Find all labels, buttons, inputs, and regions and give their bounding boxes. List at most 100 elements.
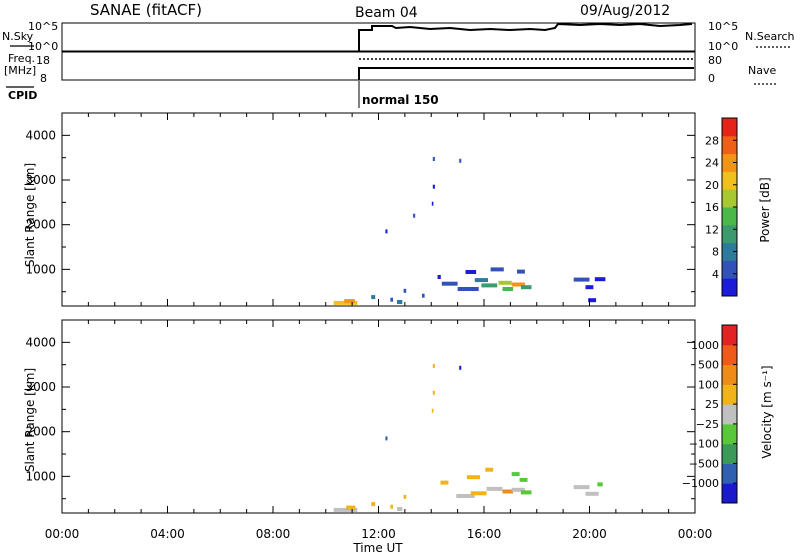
colorbar-swatch [722, 483, 737, 504]
scatter-cell [456, 494, 475, 498]
freq-tick-top: 18 [36, 54, 50, 67]
scatter-cell [371, 295, 376, 300]
colorbar-tick-label: −25 [696, 418, 719, 431]
scatter-cell [594, 277, 606, 282]
scatter-cell [431, 201, 434, 206]
scatter-cell [520, 285, 532, 290]
freq-unit: [MHz] [4, 64, 36, 77]
velocity-colorbar: 1000 500 100 25 −25 −100 −500 −1000 [682, 324, 738, 504]
scatter-cell [403, 288, 407, 293]
program-name: normal 150 [362, 93, 439, 107]
colorbar-tick-label: −100 [689, 438, 719, 451]
velocity-cells [333, 364, 603, 512]
power-ylabel: Slant Range [km] [23, 163, 37, 267]
scatter-cell [432, 157, 435, 161]
colorbar-swatch [722, 423, 737, 445]
x-tick-label: 04:00 [150, 527, 185, 541]
velocity-panel: Slant Range [km] 1000 2000 3000 4000 1000 50… [23, 319, 774, 514]
freq-trace [358, 67, 694, 80]
beam-label: Beam 04 [355, 5, 418, 21]
scatter-cell [390, 504, 393, 509]
x-tick-label: 00:00 [678, 527, 713, 541]
scatter-cell [588, 298, 597, 303]
velocity-ylabel: Slant Range [km] [23, 368, 37, 472]
colorbar-swatch [722, 224, 737, 244]
scatter-cell [585, 285, 594, 290]
colorbar-swatch [722, 325, 737, 346]
y-tick-label: 3000 [25, 173, 56, 187]
nsky-trace [358, 22, 693, 51]
nsearch-tick-bottom: 10^0 [708, 40, 738, 53]
scatter-cell [519, 477, 528, 482]
scatter-cell [573, 277, 590, 282]
power-colorbar-label: Power [dB] [758, 177, 772, 242]
scatter-cell [437, 275, 441, 279]
y-tick-label: 4000 [25, 128, 56, 142]
nave-tick-bottom: 0 [708, 72, 715, 85]
scatter-cell [474, 278, 488, 283]
colorbar-tick-label: 25 [705, 398, 719, 411]
nsky-tick-top: 10^5 [28, 20, 58, 33]
colorbar-tick-label: 28 [705, 134, 719, 147]
colorbar-swatch [722, 171, 737, 190]
colorbar-tick-label: 100 [698, 378, 719, 391]
x-tick-label: 08:00 [256, 527, 291, 541]
cpid-label: CPID [8, 89, 37, 102]
colorbar-swatch [722, 364, 737, 385]
colorbar-tick-label: 8 [712, 246, 719, 259]
y-tick-label: 1000 [25, 469, 56, 483]
scatter-cell [346, 505, 356, 510]
power-axis-ticks: 1000 2000 3000 4000 [25, 112, 696, 306]
colorbar-swatch [722, 260, 737, 279]
scatter-cell [390, 297, 393, 302]
scatter-cell [459, 365, 462, 370]
scatter-cell [397, 300, 403, 304]
colorbar-tick-label: −1000 [682, 477, 719, 490]
scatter-cell [385, 229, 388, 234]
colorbar-swatch [722, 278, 737, 297]
colorbar-tick-label: 12 [705, 223, 719, 236]
velocity-colorbar-label: Velocity [m s⁻¹] [760, 365, 774, 458]
scatter-cell [333, 507, 358, 512]
colorbar-swatch [722, 463, 737, 484]
colorbar-swatch [722, 384, 737, 405]
colorbar-swatch [722, 153, 737, 172]
colorbar-swatch [722, 135, 737, 155]
colorbar-frame [721, 324, 738, 504]
colorbar-swatch [722, 189, 737, 208]
x-axis-label: Time UT [352, 541, 403, 554]
scatter-cell [573, 485, 590, 490]
y-tick-label: 1000 [25, 262, 56, 276]
cpid-row: CPID normal 150 [6, 81, 439, 108]
scatter-cell [517, 269, 525, 274]
scatter-cell [344, 299, 355, 304]
scatter-cell [481, 283, 498, 288]
y-tick-label: 3000 [25, 380, 56, 394]
scatter-cell [466, 475, 481, 480]
scatter-cell [385, 436, 388, 441]
colorbar-swatch [722, 443, 737, 464]
scatter-cell [403, 494, 407, 499]
colorbar-tick-label: 16 [705, 201, 719, 214]
colorbar-swatch [722, 118, 737, 137]
scatter-cell [498, 280, 512, 285]
colorbar-tick-label: −500 [689, 457, 719, 470]
x-tick-label: 12:00 [361, 527, 396, 541]
station-title: SANAE (fitACF) [90, 1, 202, 19]
scatter-cell [432, 390, 435, 395]
nsearch-tick-top: 10^5 [708, 20, 738, 33]
nsky-label: N.Sky [2, 30, 34, 43]
freq-strip: Freq. [MHz] 18 8 80 0 Nave [4, 51, 778, 85]
nave-label: Nave [748, 64, 776, 77]
scatter-cell [440, 480, 449, 485]
colorbar-tick-label: 1000 [691, 339, 719, 352]
scatter-cell [490, 267, 504, 272]
x-tick-label: 20:00 [572, 527, 607, 541]
y-tick-label: 2000 [25, 218, 56, 232]
scatter-cell [597, 482, 603, 487]
nsky-strip: N.Sky 10^5 10^0 10^5 10^0 N.Search [2, 20, 795, 53]
scatter-cell [485, 467, 494, 472]
scatter-cell [422, 293, 425, 298]
scatter-cell [585, 491, 599, 496]
